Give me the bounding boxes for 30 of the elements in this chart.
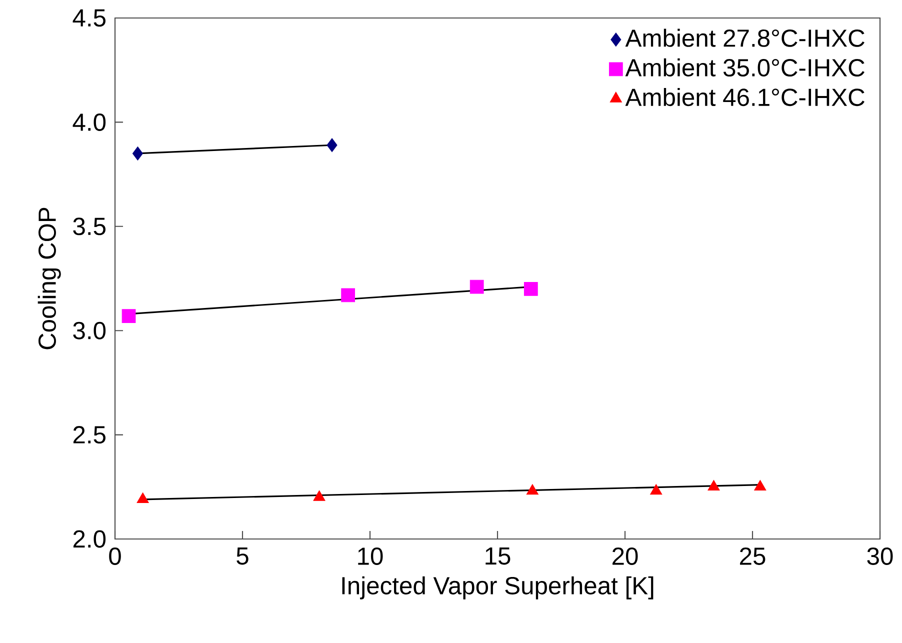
- y-tick-label: 2.0: [73, 530, 106, 548]
- point: [136, 492, 149, 504]
- legend-label: Ambient 35.0°C-IHXC: [625, 58, 864, 77]
- y-tick-label: 3.5: [73, 218, 106, 236]
- x-tick-label: 20: [612, 547, 638, 565]
- point: [524, 282, 538, 296]
- x-tick-label: 25: [740, 547, 766, 565]
- point: [470, 280, 484, 294]
- y-tick-label: 4.5: [72, 9, 106, 27]
- point: [132, 146, 143, 160]
- point: [650, 484, 662, 495]
- point: [754, 480, 766, 490]
- point: [708, 480, 720, 490]
- point: [313, 490, 326, 501]
- y-tick-label: 4.0: [72, 113, 106, 131]
- legend-label: Ambient 27.8°C-IHXC: [625, 28, 864, 47]
- y-tick-label: 2.5: [73, 426, 106, 444]
- x-tick-label: 0: [109, 547, 121, 565]
- point: [341, 288, 356, 302]
- legend-label: Ambient 46.1°C-IHXC: [625, 88, 864, 106]
- y-axis-title: Cooling COP: [38, 208, 61, 350]
- x-axis-title: Injected Vapor Superheat [K]: [342, 576, 654, 600]
- y-tick-label: 3.0: [73, 322, 106, 340]
- point: [122, 309, 136, 323]
- point: [526, 484, 538, 495]
- x-tick-label: 15: [486, 547, 510, 565]
- x-tick-label: 10: [358, 547, 383, 565]
- point: [326, 138, 338, 152]
- x-tick-label: 5: [236, 547, 248, 565]
- x-tick-label: 30: [867, 547, 893, 565]
